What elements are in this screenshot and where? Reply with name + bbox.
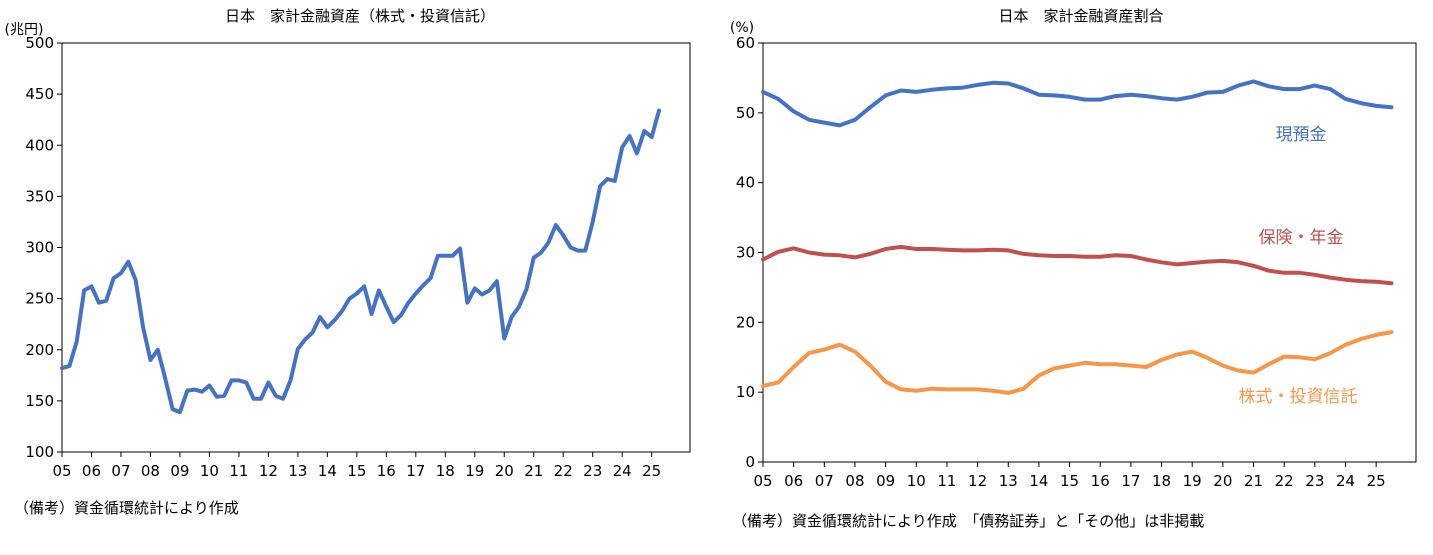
series-line-0 xyxy=(761,79,1394,128)
y-tick-label: 20 xyxy=(736,313,755,331)
x-tick-label: 10 xyxy=(200,462,219,480)
x-tick-label: 18 xyxy=(436,462,455,480)
series-label: 現預金 xyxy=(1276,125,1327,145)
y-tick-label: 200 xyxy=(25,341,54,359)
x-tick-label: 07 xyxy=(815,472,834,490)
x-tick-label: 15 xyxy=(347,462,366,480)
x-tick-label: 17 xyxy=(406,462,425,480)
x-tick-label: 22 xyxy=(554,462,573,480)
y-tick-label: 50 xyxy=(736,104,755,122)
series-label: 株式・投資信託 xyxy=(1239,387,1358,407)
left-chart-panel: 日本 家計金融資産（株式・投資信託） (兆円) 100 150 200 250 300 350… xyxy=(0,0,716,555)
x-tick-label: 25 xyxy=(1367,472,1386,490)
y-axis-unit-label: (%) xyxy=(730,20,754,36)
x-tick-label: 25 xyxy=(642,462,661,480)
chart-title: 日本 家計金融資産割合 xyxy=(998,7,1163,25)
plot-frame xyxy=(61,42,691,453)
y-tick-label: 300 xyxy=(25,239,54,257)
x-tick-label: 24 xyxy=(1336,472,1355,490)
y-tick-label: 250 xyxy=(25,290,54,308)
y-tick-label: 350 xyxy=(25,187,54,205)
y-axis-unit-label: (兆円) xyxy=(5,22,44,38)
x-tick-label: 11 xyxy=(937,472,956,490)
y-tick-label: 30 xyxy=(736,244,755,262)
right-chart-source-note: （備考）資金循環統計により作成 「債務証券」と「その他」は非掲載 xyxy=(732,512,1205,530)
right-chart-panel: 日本 家計金融資産割合 (%) 0 10 20 30 40 50 60 05 06 07 08 09 10 1… xyxy=(716,0,1433,555)
x-tick-label: 14 xyxy=(318,462,337,480)
x-tick-label: 19 xyxy=(1183,472,1202,490)
x-tick-label: 05 xyxy=(753,472,772,490)
x-tick-label: 12 xyxy=(259,462,278,480)
x-tick-label: 22 xyxy=(1275,472,1294,490)
x-tick-label: 09 xyxy=(876,472,895,490)
x-tick-label: 10 xyxy=(907,472,926,490)
y-tick-label: 10 xyxy=(736,383,755,401)
x-tick-label: 13 xyxy=(999,472,1018,490)
x-tick-label: 17 xyxy=(1121,472,1140,490)
x-tick-label: 23 xyxy=(1305,472,1324,490)
x-tick-label: 21 xyxy=(1244,472,1263,490)
x-tick-label: 15 xyxy=(1060,472,1079,490)
series-line xyxy=(60,108,661,415)
x-tick-label: 07 xyxy=(111,462,130,480)
x-tick-label: 21 xyxy=(524,462,543,480)
household-equity-chart: 日本 家計金融資産（株式・投資信託） (兆円) 100 150 200 250 300 350… xyxy=(5,7,691,480)
series-label: 保険・年金 xyxy=(1259,228,1344,248)
x-tick-label: 08 xyxy=(845,472,864,490)
y-tick-label: 0 xyxy=(745,453,755,471)
x-tick-label: 24 xyxy=(613,462,632,480)
x-tick-label: 09 xyxy=(170,462,189,480)
y-tick-label: 40 xyxy=(736,174,755,192)
x-tick-label: 19 xyxy=(465,462,484,480)
y-tick-label: 450 xyxy=(25,85,54,103)
x-tick-label: 05 xyxy=(52,462,71,480)
left-chart-source-note: （備考）資金循環統計により作成 xyxy=(14,499,239,517)
x-tick-label: 11 xyxy=(229,462,248,480)
x-tick-label: 06 xyxy=(784,472,803,490)
x-tick-label: 08 xyxy=(141,462,160,480)
y-tick-label: 60 xyxy=(736,34,755,52)
y-tick-label: 400 xyxy=(25,136,54,154)
x-tick-label: 14 xyxy=(1029,472,1048,490)
x-tick-label: 13 xyxy=(288,462,307,480)
x-tick-label: 18 xyxy=(1152,472,1171,490)
x-tick-label: 12 xyxy=(968,472,987,490)
x-tick-label: 16 xyxy=(1091,472,1110,490)
chart-title: 日本 家計金融資産（株式・投資信託） xyxy=(225,7,495,25)
x-tick-label: 20 xyxy=(1213,472,1232,490)
series-line-2 xyxy=(761,330,1394,395)
y-tick-label: 500 xyxy=(25,34,54,52)
series-line-1 xyxy=(761,244,1394,286)
household-asset-share-chart: 日本 家計金融資産割合 (%) 0 10 20 30 40 50 60 05 06 07 08 09 10 1… xyxy=(730,7,1417,490)
y-tick-label: 150 xyxy=(25,392,54,410)
x-tick-label: 20 xyxy=(495,462,514,480)
x-tick-label: 23 xyxy=(583,462,602,480)
x-tick-label: 06 xyxy=(82,462,101,480)
y-tick-label: 100 xyxy=(25,443,54,461)
x-tick-label: 16 xyxy=(377,462,396,480)
